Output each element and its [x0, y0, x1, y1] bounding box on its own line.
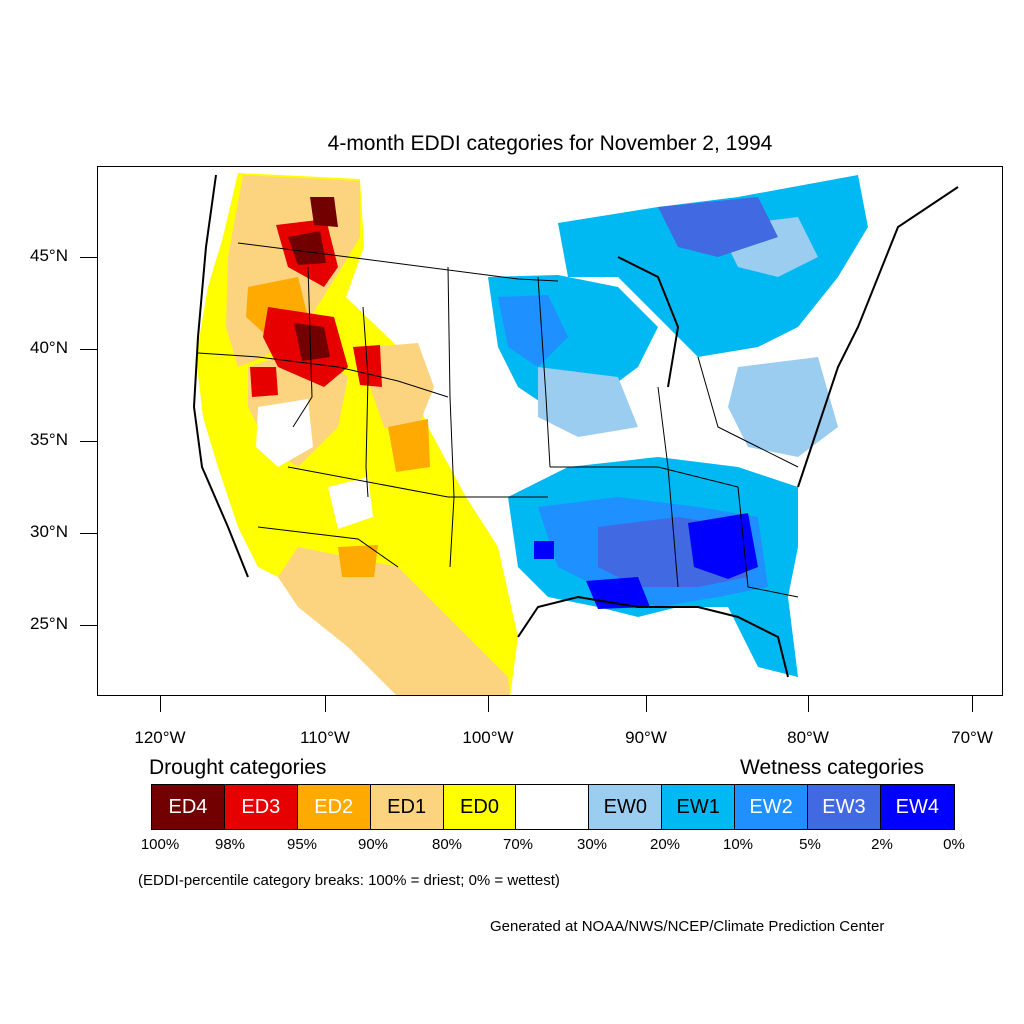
region-west-ed3-4: [250, 367, 278, 397]
break-label: 90%: [357, 836, 389, 853]
credit-line: Generated at NOAA/NWS/NCEP/Climate Predi…: [490, 918, 885, 935]
break-label: 0%: [943, 836, 965, 853]
legend-label-ed4: ED4: [168, 795, 208, 818]
legend-box-ed1: ED1: [370, 785, 444, 829]
break-label: 2%: [871, 836, 893, 853]
legend-label-ew4: EW4: [895, 795, 940, 818]
region-midwest-ew2: [498, 295, 568, 367]
lat-label-25: 25°N: [30, 614, 68, 633]
region-east-ew0: [728, 357, 838, 457]
legend-label-ew3: EW3: [822, 795, 866, 818]
region-west-ed4-2: [294, 323, 330, 361]
region-canada-ew3: [658, 197, 778, 257]
break-label: 70%: [502, 836, 534, 853]
lon-label-70w: 70°W: [951, 728, 993, 747]
region-west-ed1-south: [278, 547, 510, 695]
legend-box-ed4: ED4: [152, 785, 225, 829]
legend-box-ew3: EW3: [808, 785, 881, 829]
break-label: 98%: [214, 836, 246, 853]
lat-tick: [80, 257, 97, 258]
region-southeast-ew4: [688, 513, 758, 579]
lon-label-80w: 80°W: [787, 728, 829, 747]
legend-box-ed3: ED3: [224, 785, 298, 829]
legend-label-ed2: ED2: [314, 795, 354, 818]
lon-tick: [972, 696, 973, 712]
legend-label-ed3: ED3: [241, 795, 281, 818]
lon-tick: [160, 696, 161, 712]
lat-label-45: 45°N: [30, 246, 68, 265]
lon-label-120w: 120°W: [134, 728, 186, 747]
legend-box-ew4: EW4: [880, 785, 954, 829]
legend-label-ew0: EW0: [603, 795, 647, 818]
lat-tick: [80, 349, 97, 350]
lon-tick: [325, 696, 326, 712]
legend-label-ed0: ED0: [460, 795, 499, 818]
legend-box-ew1: EW1: [662, 785, 736, 829]
region-west-ed1-rockies: [370, 343, 434, 437]
legend-label-ed1: ED1: [387, 795, 427, 818]
region-west-ed4-1: [288, 231, 326, 265]
legend-label-ew1: EW1: [676, 795, 720, 818]
region-midwest-ew0: [538, 367, 638, 437]
wetness-heading: Wetness categories: [740, 756, 925, 779]
lat-tick: [80, 441, 97, 442]
legend-box-ew0: EW0: [589, 785, 663, 829]
lat-label-30: 30°N: [30, 522, 68, 541]
region-west-ed4-3: [310, 197, 338, 227]
lon-label-110w: 110°W: [300, 728, 350, 747]
lon-label-100w: 100°W: [462, 728, 514, 747]
legend-box-ed0: ED0: [443, 785, 517, 829]
lon-tick: [488, 696, 489, 712]
state-boundaries: [197, 242, 799, 598]
region-texas-ew4: [534, 541, 554, 559]
break-label: 30%: [576, 836, 608, 853]
region-west-ed2-1: [388, 419, 430, 472]
break-label: 80%: [431, 836, 463, 853]
map-canvas: [192, 173, 959, 695]
eddi-map: [97, 166, 1003, 696]
region-west-white-1: [256, 399, 313, 467]
legend-box-neutral: [516, 785, 590, 829]
lat-tick: [80, 533, 97, 534]
lat-label-35: 35°N: [30, 430, 68, 449]
map-title: 4-month EDDI categories for November 2, …: [327, 132, 773, 155]
coastline: [192, 174, 959, 678]
lon-label-90w: 90°W: [625, 728, 667, 747]
legend-box-ed2: ED2: [297, 785, 371, 829]
break-label: 10%: [722, 836, 754, 853]
legend-bar: ED4 ED3 ED2 ED1 ED0 EW0 EW1 EW2 EW3 EW4: [151, 784, 955, 830]
lat-tick: [80, 625, 97, 626]
region-west-ed2-3: [338, 545, 378, 577]
region-west-white-2: [328, 477, 373, 529]
break-label: 100%: [140, 836, 180, 853]
break-label: 20%: [649, 836, 681, 853]
legend-box-ew2: EW2: [735, 785, 809, 829]
break-label: 5%: [799, 836, 821, 853]
drought-heading: Drought categories: [149, 756, 327, 779]
lat-label-40: 40°N: [30, 338, 68, 357]
lon-tick: [808, 696, 809, 712]
lon-tick: [646, 696, 647, 712]
break-label: 95%: [286, 836, 318, 853]
legend-note: (EDDI-percentile category breaks: 100% =…: [138, 872, 560, 889]
legend-label-ew2: EW2: [749, 795, 793, 818]
